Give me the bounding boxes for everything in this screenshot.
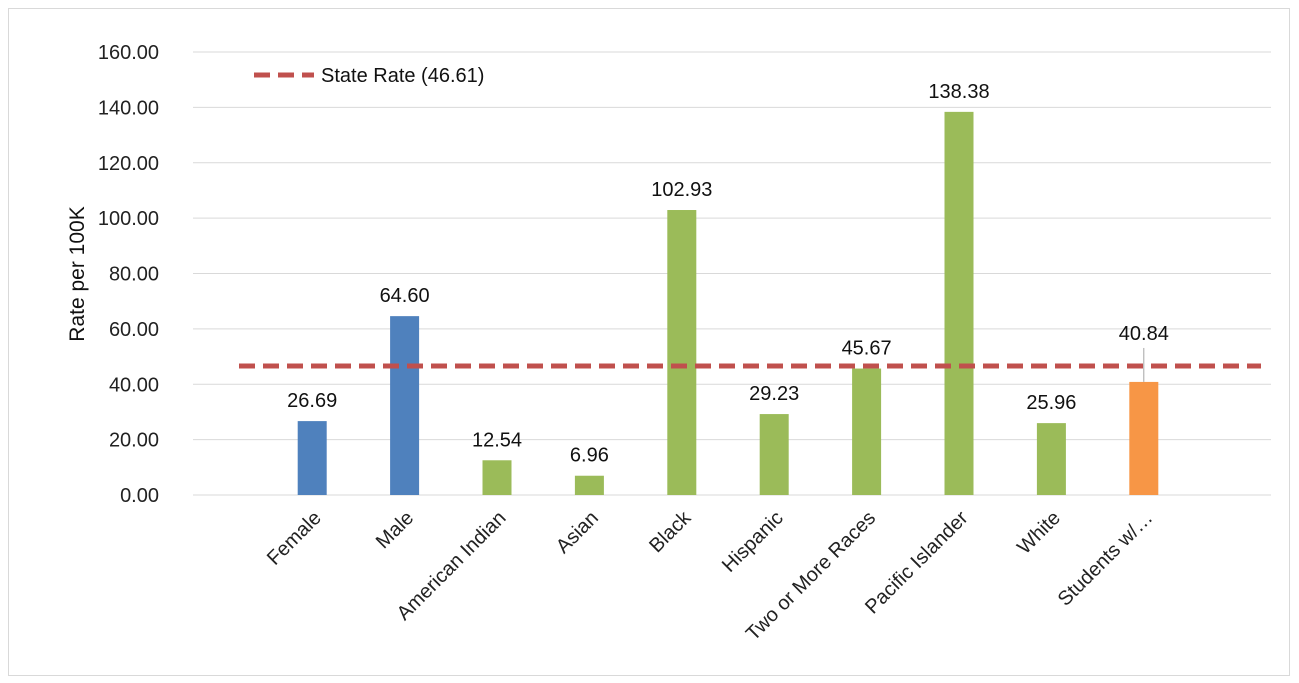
x-tick-label: Hispanic xyxy=(718,507,788,577)
bar xyxy=(1129,381,1159,495)
bar xyxy=(482,460,512,495)
data-label: 6.96 xyxy=(570,445,609,467)
y-tick-label: 0.00 xyxy=(120,485,159,507)
y-tick-label: 40.00 xyxy=(109,374,159,396)
bar xyxy=(944,111,974,495)
y-tick-label: 60.00 xyxy=(109,319,159,341)
gridlines xyxy=(193,51,1271,496)
x-tick-label: Female xyxy=(263,507,326,570)
data-label: 102.93 xyxy=(651,179,712,201)
data-label: 29.23 xyxy=(749,383,799,405)
y-tick-label: 160.00 xyxy=(98,42,159,64)
bar xyxy=(1036,423,1066,495)
data-label: 12.54 xyxy=(472,429,522,451)
data-label: 45.67 xyxy=(842,338,892,360)
bar-chart: 0.00 20.00 40.00 60.00 80.00 100.00 120.00 140.… xyxy=(66,42,1271,645)
legend-label: State Rate (46.61) xyxy=(321,65,484,87)
y-tick-label: 80.00 xyxy=(109,264,159,286)
x-tick-label: Students w/… xyxy=(1054,507,1158,611)
data-label: 25.96 xyxy=(1026,392,1076,414)
data-label: 64.60 xyxy=(380,285,430,307)
data-label: 40.84 xyxy=(1119,323,1169,345)
legend: State Rate (46.61) xyxy=(254,65,484,87)
y-tick-label: 140.00 xyxy=(98,97,159,119)
bar xyxy=(297,421,327,495)
x-tick-label: Black xyxy=(645,506,696,557)
chart-frame: 0.00 20.00 40.00 60.00 80.00 100.00 120.00 140.… xyxy=(8,8,1290,676)
y-axis-ticks: 0.00 20.00 40.00 60.00 80.00 100.00 120.00 140.… xyxy=(98,42,159,507)
bar xyxy=(759,414,789,495)
x-tick-label: Male xyxy=(372,507,418,553)
bar xyxy=(852,368,882,495)
y-tick-label: 120.00 xyxy=(98,153,159,175)
y-axis-title: Rate per 100K xyxy=(66,206,89,341)
bar xyxy=(667,210,697,495)
y-tick-label: 20.00 xyxy=(109,430,159,452)
bar xyxy=(574,475,604,495)
bar xyxy=(390,316,420,495)
data-label: 138.38 xyxy=(928,81,989,103)
bars xyxy=(297,111,1159,495)
data-label: 26.69 xyxy=(287,390,337,412)
x-tick-label: Asian xyxy=(552,507,603,558)
data-labels: 26.69 64.60 12.54 6.96 102.93 29.23 45.67 138.3… xyxy=(287,81,1169,467)
y-tick-label: 100.00 xyxy=(98,208,159,230)
x-tick-label: White xyxy=(1013,507,1065,559)
